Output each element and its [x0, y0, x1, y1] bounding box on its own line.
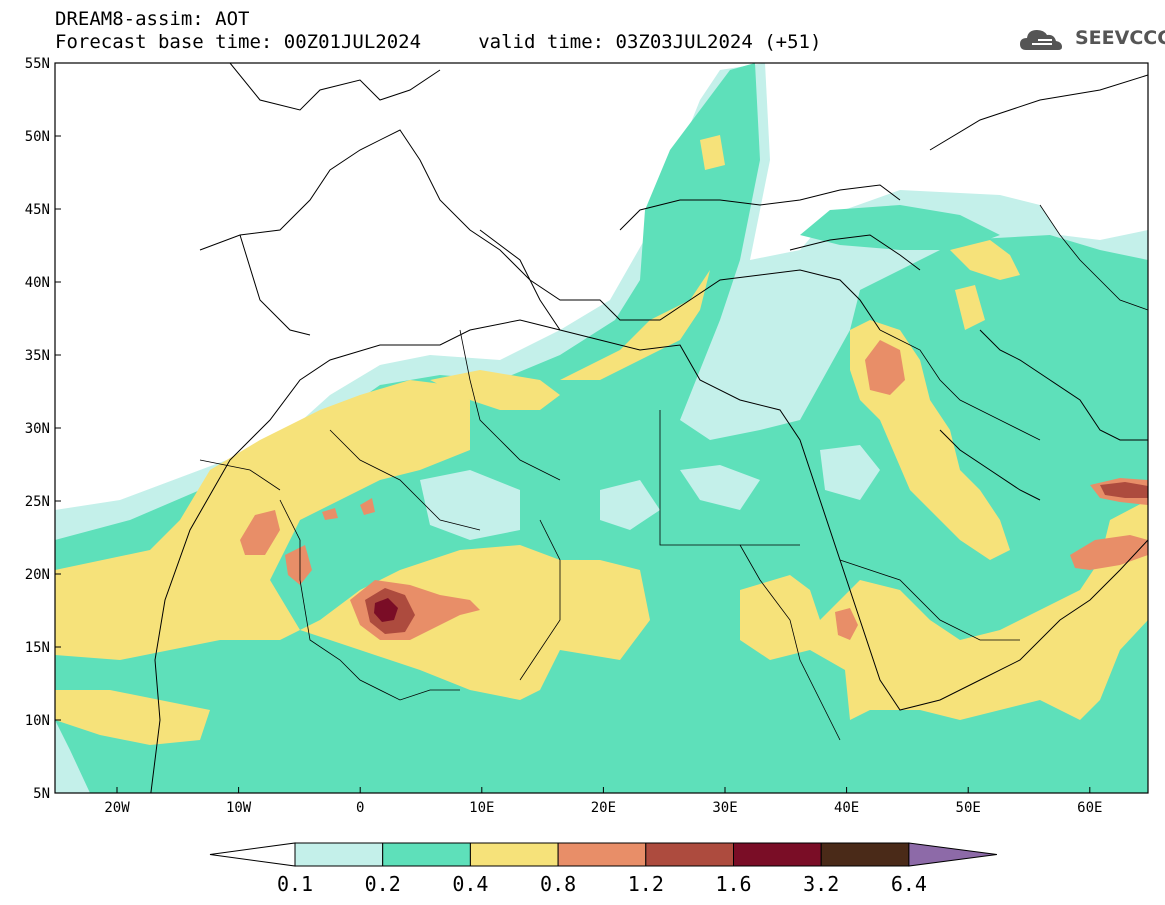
lon-label: 0 [356, 800, 364, 816]
lon-label: 40E [834, 800, 859, 816]
lat-label: 50N [25, 129, 50, 145]
colorbar-box [294, 842, 384, 867]
colorbar-box [382, 842, 471, 867]
colorbar-box [820, 842, 910, 867]
colorbar-under-triangle [209, 842, 296, 867]
lat-label: 45N [25, 202, 50, 218]
colorbar-box [469, 842, 559, 867]
colorbar-box [733, 842, 822, 867]
aot-hole [600, 480, 660, 530]
colorbar-label: 6.4 [890, 872, 927, 896]
colorbar-over-triangle [908, 842, 997, 867]
chart-title: DREAM8-assim: AOT [55, 8, 250, 30]
aot-hole [420, 470, 520, 540]
lon-label: 30E [712, 800, 737, 816]
colorbar-label: 0.8 [540, 872, 577, 896]
logo-text: SEEVCCC [1075, 27, 1165, 49]
cloud-icon [1020, 30, 1062, 50]
longitude-labels: 20W 10W 0 10E 20E 30E 40E 50E 60E [104, 787, 1102, 816]
colorbar-label: 3.2 [803, 872, 840, 896]
lat-label: 5N [33, 786, 50, 802]
colorbar-label: 1.6 [715, 872, 752, 896]
colorbar-label: 0.1 [276, 872, 314, 896]
lon-label: 60E [1077, 800, 1102, 816]
colorbar-box [645, 842, 734, 867]
colorbar [209, 842, 997, 867]
forecast-time-line: Forecast base time: 00Z01JUL2024 valid t… [55, 31, 822, 53]
aot-hole [820, 445, 880, 500]
lon-label: 20W [104, 800, 130, 816]
lon-label: 50E [956, 800, 981, 816]
aot-band-0.4 [55, 135, 1148, 745]
latitude-labels: 55N 50N 45N 40N 35N 30N 25N 20N 15N 10N 5N [25, 56, 61, 802]
colorbar-label: 0.2 [364, 872, 401, 896]
colorbar-label: 0.4 [452, 872, 489, 896]
lat-label: 35N [25, 348, 50, 364]
lat-label: 15N [25, 640, 50, 656]
colorbar-label: 1.2 [627, 872, 664, 896]
lat-label: 20N [25, 567, 50, 583]
colorbar-box [557, 842, 647, 867]
aot-hole [680, 465, 760, 510]
coastlines [150, 63, 1148, 793]
aot-field [55, 63, 1148, 793]
lat-label: 25N [25, 494, 50, 510]
lat-label: 30N [25, 421, 50, 437]
lon-label: 10W [226, 800, 252, 816]
lon-label: 20E [591, 800, 616, 816]
aot-band-1.6 [374, 598, 398, 622]
lon-label: 10E [469, 800, 494, 816]
lat-label: 10N [25, 713, 50, 729]
borders [199, 204, 1148, 741]
lat-label: 55N [25, 56, 50, 72]
lat-label: 40N [25, 275, 50, 291]
